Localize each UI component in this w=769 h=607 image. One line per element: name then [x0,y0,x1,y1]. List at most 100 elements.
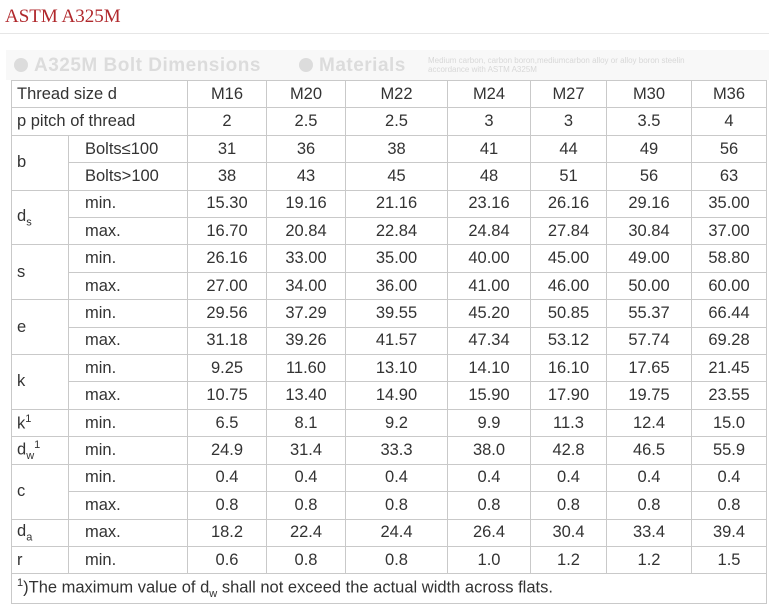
size-cell: M30 [606,79,692,109]
table-row-footnote: 1)The maximum value of dw shall not exce… [11,573,767,604]
table-row-ds-min: ds min. 15.30 19.16 21.16 23.16 26.16 29… [11,189,767,246]
banner-materials-note: Medium carbon, carbon boron,mediumcarbon… [428,56,685,74]
table-row-r-min: r min. 0.6 0.8 0.8 1.0 1.2 1.2 1.5 [11,545,767,575]
value-cell: 15.30 [187,189,267,219]
value-cell: 41.57 [345,326,448,356]
size-cell: M22 [345,79,448,109]
value-cell: 31.18 [187,326,267,356]
pitch-cell: 2 [187,107,267,136]
value-cell: 14.10 [447,354,531,383]
value-cell: 0.6 [187,545,267,575]
value-cell: 19.75 [606,381,692,410]
value-cell: 46.5 [606,436,692,465]
value-cell: 38 [187,162,267,191]
value-cell: 30.4 [530,518,607,547]
value-cell: 24.84 [447,217,531,246]
pitch-label: p pitch of thread [11,107,188,136]
table-row-b-le100: b Bolts≤100 31 36 38 41 44 49 56 [11,134,767,191]
value-cell: 48 [447,162,531,191]
max-label: max. [68,326,188,356]
table-row-k-max: max. 10.75 13.40 14.90 15.90 17.90 19.75… [12,381,767,410]
value-cell: 17.90 [530,381,607,410]
value-cell: 16.10 [530,354,607,383]
b-gt100-label: Bolts>100 [68,162,188,191]
min-label: min. [68,244,188,273]
value-cell: 0.4 [606,463,692,493]
value-cell: 24.9 [187,436,267,465]
size-cell: M16 [187,79,267,109]
table-row-b-gt100: Bolts>100 38 43 45 48 51 56 63 [12,162,767,191]
value-cell: 0.4 [530,463,607,493]
value-cell: 0.4 [345,463,448,493]
bullet-icon [299,58,313,72]
value-cell: 27.84 [530,217,607,246]
value-cell: 8.1 [266,408,346,438]
title-divider [0,33,769,34]
value-cell: 24.4 [345,518,448,547]
value-cell: 30.84 [606,217,692,246]
value-cell: 38.0 [447,436,531,465]
value-cell: 43 [266,162,346,191]
e-label: e [11,299,69,356]
value-cell: 55.9 [691,436,767,465]
value-cell: 51 [530,162,607,191]
value-cell: 45 [345,162,448,191]
value-cell: 16.70 [187,217,267,246]
value-cell: 69.28 [691,326,767,356]
value-cell: 15.90 [447,381,531,410]
size-cell: M36 [691,79,767,109]
value-cell: 0.4 [447,463,531,493]
value-cell: 55.37 [606,299,692,328]
table-row-k-min: k min. 9.25 11.60 13.10 14.10 16.10 17.6… [11,354,767,410]
value-cell: 39.55 [345,299,448,328]
value-cell: 31.4 [266,436,346,465]
page-title: ASTM A325M [5,6,121,27]
table-body: Thread size d M16 M20 M22 M24 M27 M30 M3… [11,79,767,604]
min-label: min. [68,189,188,219]
value-cell: 37.29 [266,299,346,328]
value-cell: 29.16 [606,189,692,219]
banner-heading-materials: Materials [299,55,406,77]
max-label: max. [68,491,188,520]
value-cell: 0.8 [345,491,448,520]
min-label: min. [68,408,188,438]
value-cell: 20.84 [266,217,346,246]
value-cell: 21.16 [345,189,448,219]
value-cell: 42.8 [530,436,607,465]
value-cell: 46.00 [530,271,607,301]
value-cell: 22.4 [266,518,346,547]
value-cell: 6.5 [187,408,267,438]
value-cell: 50.85 [530,299,607,328]
value-cell: 57.74 [606,326,692,356]
value-cell: 49.00 [606,244,692,273]
pitch-cell: 2.5 [345,107,448,136]
table-row-ds-max: max. 16.70 20.84 22.84 24.84 27.84 30.84… [12,217,767,246]
value-cell: 10.75 [187,381,267,410]
value-cell: 9.25 [187,354,267,383]
value-cell: 47.34 [447,326,531,356]
value-cell: 12.4 [606,408,692,438]
value-cell: 50.00 [606,271,692,301]
table-row-thread-size: Thread size d M16 M20 M22 M24 M27 M30 M3… [11,79,767,109]
value-cell: 1.0 [447,545,531,575]
value-cell: 37.00 [691,217,767,246]
da-label: da [11,518,69,547]
dw-label: dw1 [11,436,69,465]
pitch-cell: 4 [691,107,767,136]
value-cell: 26.16 [530,189,607,219]
max-label: max. [68,381,188,410]
value-cell: 35.00 [691,189,767,219]
value-cell: 9.9 [447,408,531,438]
table-row-c-max: max. 0.8 0.8 0.8 0.8 0.8 0.8 0.8 [12,491,767,520]
value-cell: 21.45 [691,354,767,383]
value-cell: 53.12 [530,326,607,356]
b-le100-label: Bolts≤100 [68,134,188,164]
size-cell: M20 [266,79,346,109]
max-label: max. [68,271,188,301]
table-row-e-min: e min. 29.56 37.29 39.55 45.20 50.85 55.… [11,299,767,356]
value-cell: 49 [606,134,692,164]
table-row-c-min: c min. 0.4 0.4 0.4 0.4 0.4 0.4 0.4 [11,463,767,520]
pitch-cell: 2.5 [266,107,346,136]
pitch-cell: 3 [530,107,607,136]
value-cell: 39.4 [691,518,767,547]
